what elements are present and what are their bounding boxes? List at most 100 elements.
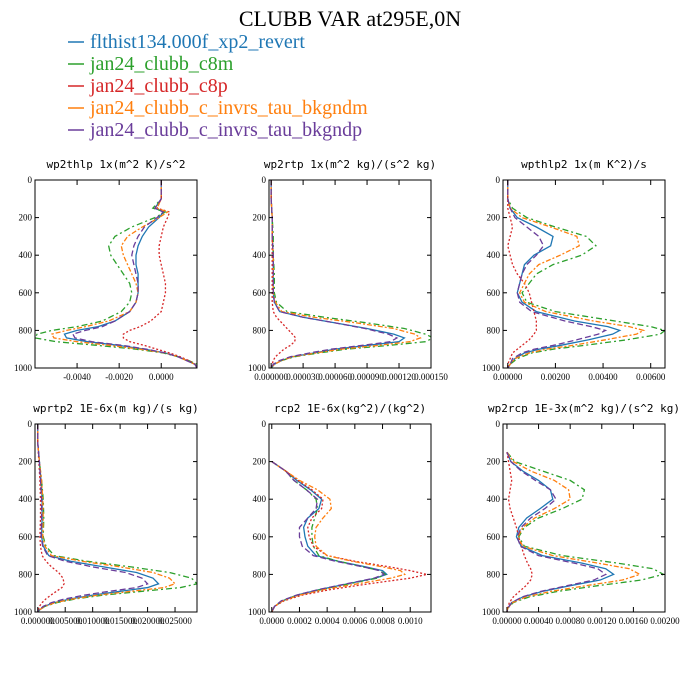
y-tick-label: 600 — [487, 532, 501, 542]
x-tick-label: 0.00080 — [556, 616, 586, 626]
series-line — [507, 180, 622, 368]
series-line — [37, 424, 65, 612]
panel: rcp2 1E-6x(kg^2)/(kg^2) 0 200 400 600 800 1000… — [248, 402, 432, 626]
x-tick-label: 0.005000 — [48, 616, 82, 626]
series-line — [35, 180, 197, 368]
x-tick-label: 0.00040 — [524, 616, 554, 626]
legend-item: jan24_clubb_c_invrs_tau_bkgndm — [68, 97, 368, 119]
y-tick-label: 400 — [19, 494, 33, 504]
x-tick-label: 0.000120 — [382, 372, 416, 382]
panel-title: wp2rcp 1E-3x(m^2 kg)/(s^2 kg) — [488, 402, 680, 415]
x-tick-label: 0.020000 — [131, 616, 165, 626]
series-line — [506, 451, 608, 612]
y-tick-label: 200 — [19, 457, 33, 467]
legend-label: jan24_clubb_c_invrs_tau_bkgndp — [89, 119, 362, 141]
y-tick-label: 1000 — [482, 363, 501, 373]
x-tick-label: 0.0008 — [370, 616, 395, 626]
x-tick-label: -0.0020 — [105, 372, 133, 382]
series-line — [270, 180, 422, 368]
x-tick-label: 0.000150 — [414, 372, 448, 382]
series-line — [271, 461, 386, 612]
y-tick-label: 0 — [496, 419, 501, 429]
series-line — [506, 452, 533, 612]
series-line — [506, 451, 642, 612]
series-line — [271, 461, 427, 612]
y-tick-label: 200 — [487, 457, 501, 467]
y-tick-label: 600 — [487, 288, 501, 298]
x-tick-label: 0.0000 — [259, 616, 284, 626]
x-tick-label: 0.010000 — [76, 616, 110, 626]
panels: wp2thlp 1x(m^2 K)/s^2 0 200 400 600 800 1000 -0… — [14, 158, 680, 626]
series-group — [507, 180, 665, 368]
y-tick-label: 200 — [253, 457, 267, 467]
plot-frame — [502, 179, 666, 369]
x-tick-label: 0.000000 — [254, 372, 288, 382]
y-tick-label: 400 — [253, 494, 267, 504]
y-tick-label: 800 — [253, 569, 267, 579]
y-tick-label: 800 — [487, 569, 501, 579]
legend-item: jan24_clubb_c_invrs_tau_bkgndp — [68, 119, 362, 141]
legend: flthist134.000f_xp2_revertjan24_clubb_c8… — [68, 31, 368, 141]
panel-title: rcp2 1E-6x(kg^2)/(kg^2) — [274, 402, 426, 415]
series-line — [270, 180, 399, 368]
x-tick-label: 0.000090 — [350, 372, 384, 382]
panel: wp2thlp 1x(m^2 K)/s^2 0 200 400 600 800 1000 -0… — [14, 158, 198, 382]
x-tick-label: 0.000060 — [318, 372, 352, 382]
chart-title: CLUBB VAR at295E,0N — [239, 6, 461, 31]
y-tick-label: 0 — [28, 175, 33, 185]
legend-label: flthist134.000f_xp2_revert — [90, 31, 305, 53]
y-tick-label: 600 — [253, 288, 267, 298]
series-line — [507, 180, 608, 368]
series-line — [37, 424, 149, 612]
series-line — [507, 180, 665, 368]
y-tick-label: 800 — [487, 325, 501, 335]
series-group — [270, 180, 431, 368]
y-tick-label: 600 — [19, 288, 33, 298]
y-tick-label: 0 — [496, 175, 501, 185]
x-tick-label: 0.0010 — [398, 616, 423, 626]
x-tick-label: 0.00200 — [650, 616, 680, 626]
plot-frame — [502, 423, 666, 613]
series-line — [271, 461, 387, 612]
y-tick-label: 400 — [19, 250, 33, 260]
x-tick-label: 0.0002 — [287, 616, 312, 626]
panel: wp2rtp 1x(m^2 kg)/(s^2 kg) 0 200 400 600 800 1… — [248, 158, 448, 382]
legend-item: jan24_clubb_c8p — [68, 75, 228, 97]
y-tick-label: 200 — [487, 213, 501, 223]
series-group — [506, 451, 665, 612]
series-line — [507, 180, 537, 368]
x-tick-label: 0.000030 — [286, 372, 320, 382]
legend-label: jan24_clubb_c8m — [89, 53, 234, 75]
series-line — [506, 451, 665, 612]
series-group — [271, 461, 427, 612]
legend-label: jan24_clubb_c_invrs_tau_bkgndm — [89, 97, 368, 119]
y-tick-label: 0 — [262, 175, 267, 185]
series-line — [122, 180, 197, 368]
y-tick-label: 800 — [253, 325, 267, 335]
y-tick-label: 200 — [253, 213, 267, 223]
y-tick-label: 0 — [28, 419, 33, 429]
series-line — [37, 424, 177, 612]
y-tick-label: 400 — [487, 494, 501, 504]
series-line — [71, 180, 197, 368]
series-line — [507, 180, 646, 368]
x-tick-label: 0.00120 — [587, 616, 617, 626]
y-tick-label: 1000 — [482, 607, 501, 617]
panel-title: wp2thlp 1x(m^2 K)/s^2 — [46, 158, 185, 171]
x-tick-label: 0.00400 — [588, 372, 618, 382]
y-tick-label: 1000 — [248, 363, 267, 373]
x-tick-label: 0.00000 — [492, 616, 522, 626]
x-tick-label: 0.000000 — [21, 616, 55, 626]
x-tick-label: 0.00160 — [619, 616, 649, 626]
panel-title: wpthlp2 1x(m K^2)/s — [521, 158, 647, 171]
series-line — [271, 461, 407, 612]
x-tick-label: 0.0000 — [149, 372, 174, 382]
plot-frame — [268, 423, 432, 613]
x-tick-label: -0.0040 — [63, 372, 91, 382]
legend-item: jan24_clubb_c8m — [68, 53, 234, 75]
series-line — [270, 180, 406, 368]
plot-frame — [34, 423, 198, 613]
y-tick-label: 1000 — [14, 607, 33, 617]
series-group — [35, 180, 197, 368]
